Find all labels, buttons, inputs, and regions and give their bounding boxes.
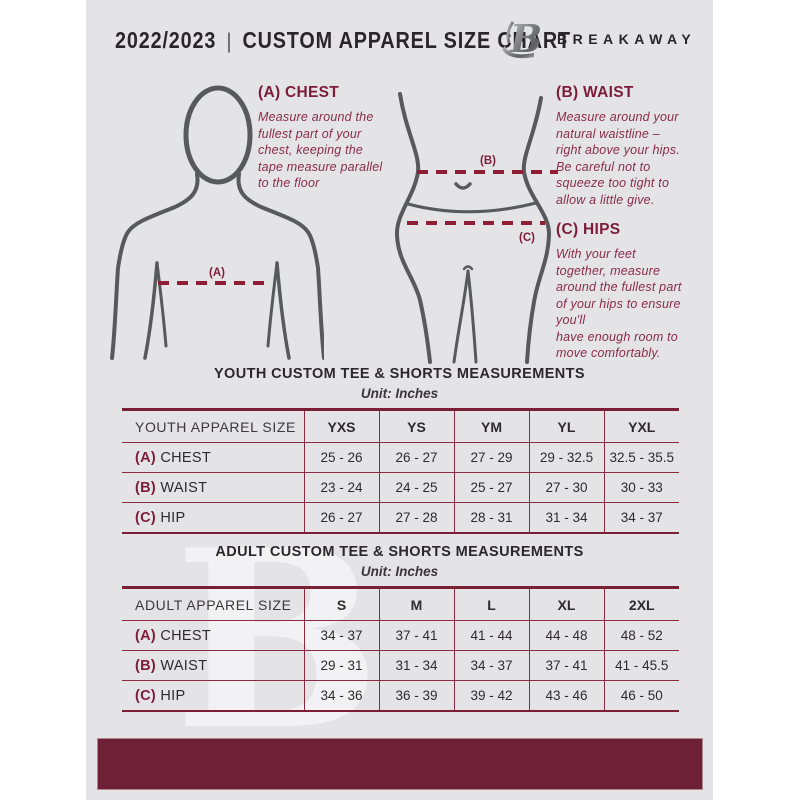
table-cell: 36 - 39 (378, 680, 454, 712)
youth-size-table: YOUTH APPAREL SIZE YXS YS YM YL YXL (A) … (122, 408, 679, 534)
table-cell: 34 - 37 (303, 620, 379, 651)
row-label: HIP (160, 509, 186, 526)
table-cell: 34 - 37 (603, 502, 679, 534)
title-text: CUSTOM APPAREL SIZE CHART (242, 27, 571, 53)
brand-logo-group: B BREAKAWAY (496, 16, 696, 62)
chest-heading: (A) CHEST (258, 84, 340, 101)
svg-text:B: B (509, 16, 542, 61)
table-cell: 27 - 30 (528, 472, 604, 503)
breakaway-logo-icon: B (502, 16, 542, 61)
table-cell: 23 - 24 (303, 472, 379, 503)
waist-heading: (B) WAIST (556, 84, 634, 101)
column-header-yxs: YXS (303, 408, 379, 443)
size-chart-page: B 2022/2023 | CUSTOM APPAREL SIZE CHART … (86, 0, 713, 800)
youth-section-title: YOUTH CUSTOM TEE & SHORTS MEASUREMENTS (213, 366, 585, 382)
table-cell: 29 - 31 (303, 650, 379, 681)
table-row-youth-chest: (A) CHEST 25 - 26 26 - 27 27 - 29 29 - 3… (122, 442, 679, 473)
table-cell: 48 - 52 (603, 620, 679, 651)
table-cell: 44 - 48 (528, 620, 604, 651)
table-cell: 34 - 36 (303, 680, 379, 712)
table-cell: 28 - 31 (453, 502, 529, 534)
table-cell: 37 - 41 (528, 650, 604, 681)
table-cell: 25 - 26 (303, 442, 379, 473)
column-header-ym: YM (453, 408, 529, 443)
table-cell: 41 - 44 (453, 620, 529, 651)
table-row-youth-hip: (C) HIP 26 - 27 27 - 28 28 - 31 31 - 34 … (122, 502, 679, 534)
footer-accent-bar (97, 738, 703, 790)
waist-marker-label: (B) (480, 155, 496, 167)
adult-unit-label: Unit: Inches (360, 564, 439, 579)
waist-instructions: (B) WAIST Measure around your natural wa… (556, 84, 713, 208)
table-cell: 25 - 27 (453, 472, 529, 503)
table-cell: 34 - 37 (453, 650, 529, 681)
table-cell: 24 - 25 (378, 472, 454, 503)
title-year: 2022/2023 (115, 27, 217, 53)
hips-instructions: (C) HIPS With your feet together, measur… (556, 221, 713, 362)
hips-marker-label: (C) (519, 232, 535, 244)
waist-body-text: Measure around your natural waistline – … (556, 110, 680, 207)
table-cell: 46 - 50 (603, 680, 679, 712)
table-row-adult-chest: (A) CHEST 34 - 37 37 - 41 41 - 44 44 - 4… (122, 620, 679, 651)
table-row-adult-waist: (B) WAIST 29 - 31 31 - 34 34 - 37 37 - 4… (122, 650, 679, 681)
row-key: (A) (135, 627, 157, 644)
column-header-l: L (453, 586, 529, 621)
row-key: (C) (135, 687, 157, 704)
chest-marker-label: (A) (209, 267, 225, 279)
table-cell: 26 - 27 (378, 442, 454, 473)
row-key: (B) (135, 657, 157, 674)
title-separator: | (226, 30, 233, 53)
table-row-youth-waist: (B) WAIST 23 - 24 24 - 25 25 - 27 27 - 3… (122, 472, 679, 503)
youth-header-row: YOUTH APPAREL SIZE YXS YS YM YL YXL (122, 408, 679, 443)
row-label: HIP (160, 687, 186, 704)
adult-size-table: ADULT APPAREL SIZE S M L XL 2XL (A) CHES… (122, 586, 679, 712)
lower-body-figure: (B) (C) (394, 92, 558, 364)
hips-heading: (C) HIPS (556, 221, 621, 238)
table-cell: 43 - 46 (528, 680, 604, 712)
column-header-yxl: YXL (603, 408, 679, 443)
hips-body-text: With your feet together, measure around … (556, 247, 682, 360)
row-label: WAIST (160, 479, 208, 496)
adult-section-title: ADULT CUSTOM TEE & SHORTS MEASUREMENTS (215, 544, 584, 560)
table-cell: 37 - 41 (378, 620, 454, 651)
document-title: 2022/2023 | CUSTOM APPAREL SIZE CHART (115, 27, 571, 54)
brand-name: BREAKAWAY (557, 31, 697, 47)
chest-instructions: (A) CHEST Measure around the fullest par… (258, 84, 418, 192)
column-header-s: S (303, 586, 379, 621)
row-label: CHEST (160, 627, 212, 644)
upper-body-figure: (A) (110, 85, 324, 360)
row-key: (C) (135, 509, 157, 526)
youth-unit-label: Unit: Inches (360, 386, 439, 401)
column-header-yl: YL (528, 408, 604, 443)
table-cell: 31 - 34 (378, 650, 454, 681)
table-cell: 30 - 33 (603, 472, 679, 503)
table-cell: 39 - 42 (453, 680, 529, 712)
table-cell: 31 - 34 (528, 502, 604, 534)
row-key: (B) (135, 479, 157, 496)
column-header-ys: YS (378, 408, 454, 443)
column-header-m: M (378, 586, 454, 621)
column-header-youth-size: YOUTH APPAREL SIZE (122, 408, 304, 443)
column-header-xl: XL (528, 586, 604, 621)
chest-body-text: Measure around the fullest part of your … (258, 110, 383, 190)
row-label: WAIST (160, 657, 208, 674)
table-cell: 41 - 45.5 (603, 650, 679, 681)
table-cell: 29 - 32.5 (528, 442, 604, 473)
adult-header-row: ADULT APPAREL SIZE S M L XL 2XL (122, 586, 679, 621)
table-row-adult-hip: (C) HIP 34 - 36 36 - 39 39 - 42 43 - 46 … (122, 680, 679, 712)
table-cell: 32.5 - 35.5 (603, 442, 679, 473)
table-cell: 27 - 29 (453, 442, 529, 473)
row-label: CHEST (160, 449, 212, 466)
column-header-2xl: 2XL (603, 586, 679, 621)
table-cell: 27 - 28 (378, 502, 454, 534)
table-cell: 26 - 27 (303, 502, 379, 534)
row-key: (A) (135, 449, 157, 466)
column-header-adult-size: ADULT APPAREL SIZE (122, 586, 304, 621)
